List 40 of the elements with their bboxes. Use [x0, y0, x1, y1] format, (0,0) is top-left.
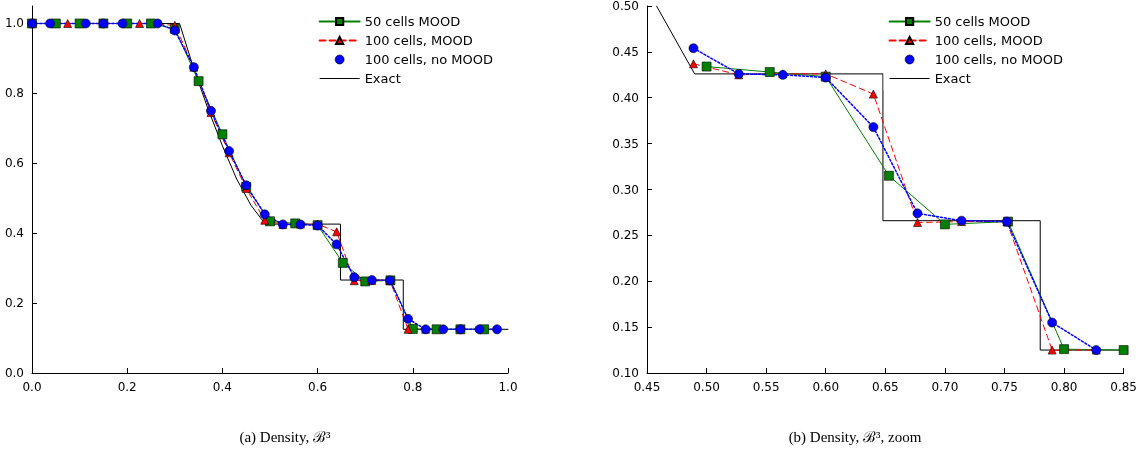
- y-tick-label: 0.6: [4, 156, 24, 171]
- x-tick-label: 0.8: [403, 380, 423, 394]
- legend-label: Exact: [364, 71, 401, 86]
- x-tick-label: 0.50: [693, 380, 720, 394]
- y-tick-label: 0.20: [612, 274, 639, 289]
- x-tick-label: 0.55: [752, 380, 780, 394]
- x-tick-label: 0.2: [117, 380, 137, 394]
- y-tick-label: 0.4: [4, 226, 24, 241]
- x-tick-label: 1.0: [498, 380, 518, 394]
- text: (b) Density, ℬ³, zoom: [788, 428, 922, 446]
- y-tick-label: 0.30: [612, 182, 639, 197]
- y-tick-label: 0.15: [612, 320, 639, 335]
- x-tick-label: 0.0: [22, 380, 42, 394]
- legend-label: 100 cells, MOOD: [364, 33, 473, 48]
- legend-label: 100 cells, no MOOD: [934, 52, 1064, 67]
- x-tick-label: 0.65: [871, 380, 899, 394]
- y-tick-label: 0.2: [4, 296, 24, 311]
- x-tick-label: 0.75: [991, 380, 1018, 394]
- y-tick-label: 0.8: [4, 86, 24, 101]
- legend-label: Exact: [934, 71, 971, 86]
- y-tick-label: 0.40: [612, 90, 639, 105]
- text: (a) Density, ℬ³: [239, 428, 332, 446]
- legend-label: 100 cells, MOOD: [934, 33, 1043, 48]
- x-tick-label: 0.45: [633, 380, 661, 394]
- y-tick-label: 0.45: [612, 44, 639, 59]
- legend-label: 100 cells, no MOOD: [364, 52, 494, 67]
- y-tick-label: 0.50: [612, 0, 639, 13]
- x-tick-label: 0.4: [212, 380, 232, 394]
- y-tick-label: 0.10: [612, 366, 639, 380]
- x-tick-label: 0.60: [812, 380, 840, 394]
- x-tick-label: 0.85: [1110, 380, 1137, 394]
- y-tick-label: 0.0: [4, 366, 24, 380]
- x-tick-label: 0.80: [1050, 380, 1078, 394]
- y-tick-label: 0.25: [612, 228, 639, 243]
- legend-label: 50 cells MOOD: [364, 14, 461, 29]
- legend-label: 50 cells MOOD: [934, 14, 1031, 29]
- x-tick-label: 0.70: [931, 380, 959, 394]
- x-tick-label: 0.6: [308, 380, 328, 394]
- y-tick-label: 1.0: [4, 16, 24, 31]
- y-tick-label: 0.35: [612, 136, 639, 151]
